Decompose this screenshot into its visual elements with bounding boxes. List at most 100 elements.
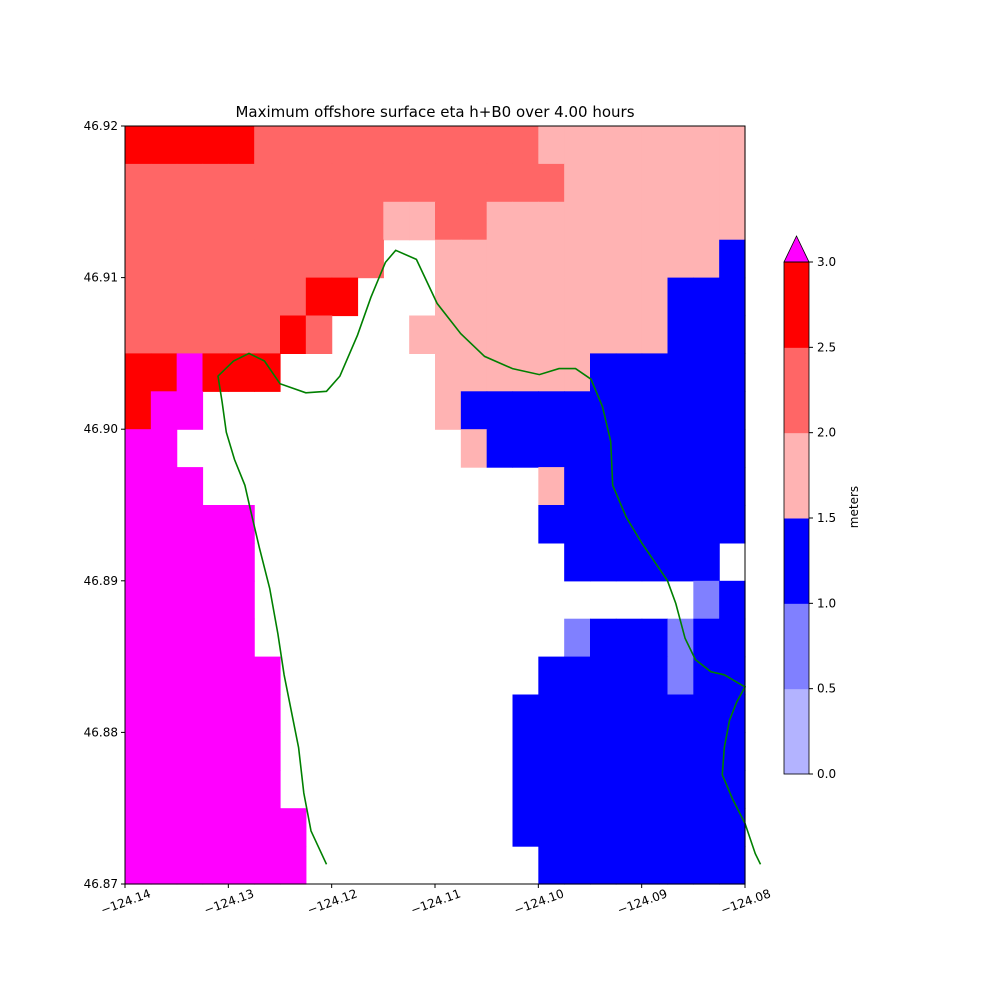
heatmap-cell bbox=[693, 770, 720, 809]
heatmap-cell bbox=[641, 163, 669, 203]
heatmap-cell bbox=[305, 239, 333, 279]
heatmap-cell bbox=[125, 808, 152, 847]
heatmap-cell bbox=[176, 505, 204, 544]
heatmap-cell bbox=[641, 505, 669, 544]
heatmap-cell bbox=[667, 315, 694, 354]
heatmap-cell bbox=[564, 505, 591, 544]
heatmap-cell bbox=[228, 770, 255, 809]
heatmap-cell bbox=[150, 315, 178, 354]
heatmap-cell bbox=[228, 542, 255, 582]
heatmap-cell bbox=[409, 315, 436, 354]
heatmap-cell bbox=[150, 429, 178, 468]
heatmap-cell bbox=[460, 163, 488, 203]
heatmap-cell bbox=[125, 694, 152, 733]
heatmap-cell bbox=[331, 239, 359, 279]
heatmap-cell bbox=[435, 353, 462, 392]
heatmap-cell bbox=[150, 277, 178, 317]
heatmap-cell bbox=[125, 770, 152, 809]
heatmap-cell bbox=[719, 391, 746, 430]
heatmap-cell bbox=[125, 239, 152, 279]
heatmap-cells bbox=[125, 126, 746, 885]
heatmap-cell bbox=[125, 277, 152, 317]
heatmap-cell bbox=[202, 770, 229, 809]
heatmap-cell bbox=[280, 239, 307, 279]
heatmap-cell bbox=[357, 163, 384, 203]
heatmap-cell bbox=[305, 315, 333, 354]
heatmap-cell bbox=[615, 694, 643, 733]
heatmap-cell bbox=[305, 277, 333, 317]
heatmap-cell bbox=[564, 467, 591, 506]
heatmap-cell bbox=[693, 505, 720, 544]
coastline bbox=[217, 249, 762, 865]
heatmap-cell bbox=[331, 201, 359, 241]
heatmap-cell bbox=[641, 315, 669, 354]
coastline-layer bbox=[217, 249, 762, 865]
colorbar-tick-label: 2.5 bbox=[817, 340, 836, 354]
heatmap-cell bbox=[538, 656, 565, 696]
heatmap-cell bbox=[590, 201, 617, 241]
y-tick-label: 46.90 bbox=[84, 422, 118, 436]
heatmap-cell bbox=[590, 808, 617, 847]
heatmap-cell bbox=[641, 126, 669, 165]
heatmap-cell bbox=[176, 277, 204, 317]
heatmap-cell bbox=[254, 126, 281, 165]
colorbar-segment bbox=[784, 347, 809, 434]
heatmap-cell bbox=[125, 580, 152, 620]
heatmap-cell bbox=[125, 505, 152, 544]
heatmap-cell bbox=[590, 846, 617, 885]
heatmap-cell bbox=[486, 239, 514, 279]
x-tick-label: −124.09 bbox=[616, 886, 670, 917]
heatmap-cell bbox=[150, 163, 178, 203]
heatmap-cell bbox=[228, 846, 255, 885]
heatmap-cell bbox=[615, 808, 643, 847]
heatmap-cell bbox=[641, 391, 669, 430]
heatmap-cell bbox=[538, 732, 565, 771]
heatmap-cell bbox=[693, 277, 720, 317]
heatmap-cell bbox=[564, 808, 591, 847]
heatmap-cell bbox=[125, 201, 152, 241]
colorbar-extend-max bbox=[783, 235, 810, 263]
heatmap-cell bbox=[280, 315, 307, 354]
heatmap-cell bbox=[615, 163, 643, 203]
y-axis: 46.87 46.88 46.89 46.90 46.91 46.92 bbox=[84, 119, 125, 891]
heatmap-cell bbox=[667, 732, 694, 771]
heatmap-cell bbox=[538, 277, 565, 317]
heatmap-cell bbox=[512, 126, 539, 165]
heatmap-cell bbox=[615, 770, 643, 809]
heatmap-cell bbox=[667, 808, 694, 847]
heatmap-cell bbox=[615, 391, 643, 430]
y-tick-label: 46.87 bbox=[84, 877, 118, 891]
heatmap-cell bbox=[590, 126, 617, 165]
heatmap-cell bbox=[202, 694, 229, 733]
heatmap-cell bbox=[150, 467, 178, 506]
heatmap-cell bbox=[228, 353, 255, 392]
heatmap-cell bbox=[176, 580, 204, 620]
heatmap-cell bbox=[228, 126, 255, 165]
colorbar-tick-label: 0.5 bbox=[817, 682, 836, 696]
heatmap-cell bbox=[590, 239, 617, 279]
heatmap-cell bbox=[564, 732, 591, 771]
heatmap-cell bbox=[512, 808, 539, 847]
colorbar-tick-label: 1.5 bbox=[817, 511, 836, 525]
heatmap-cell bbox=[202, 353, 229, 392]
heatmap-cell bbox=[460, 201, 488, 241]
heatmap-cell bbox=[615, 732, 643, 771]
heatmap-cell bbox=[176, 656, 204, 696]
heatmap-cell bbox=[150, 353, 178, 392]
heatmap-cell bbox=[125, 429, 152, 468]
heatmap-cell bbox=[667, 277, 694, 317]
colorbar-segment bbox=[784, 688, 809, 775]
heatmap-cell bbox=[590, 542, 617, 582]
heatmap-cell bbox=[693, 391, 720, 430]
heatmap-cell bbox=[667, 770, 694, 809]
heatmap-cell bbox=[486, 163, 514, 203]
heatmap-cell bbox=[435, 391, 462, 430]
heatmap-cell bbox=[590, 277, 617, 317]
heatmap-cell bbox=[667, 126, 694, 165]
heatmap-cell bbox=[305, 126, 333, 165]
heatmap-cell bbox=[254, 808, 281, 847]
heatmap-cell bbox=[383, 201, 410, 241]
heatmap-cell bbox=[615, 542, 643, 582]
heatmap-cell bbox=[641, 770, 669, 809]
